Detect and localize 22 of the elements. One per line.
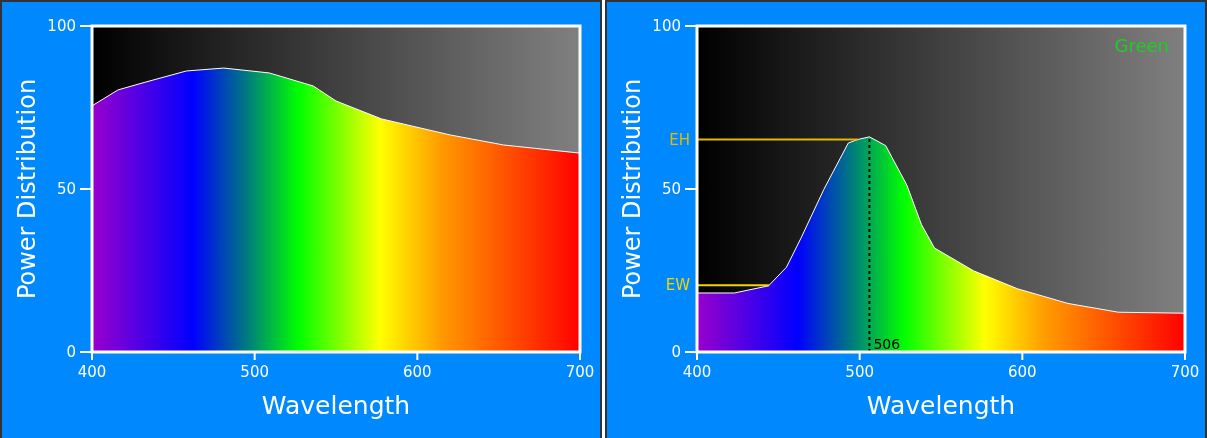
x-axis-title: Wavelength [261,391,411,420]
x-tick-label: 500 [845,363,874,381]
y-tick-label: 0 [66,343,76,362]
x-tick-label: 700 [565,363,595,381]
x-tick-label: 700 [1170,363,1200,381]
ref-line-label: 506 [873,336,901,352]
x-axis-title: Wavelength [866,391,1016,420]
y-tick-label: 0 [671,343,681,362]
ref-line-label: EH [669,130,690,149]
annotation: Green [1114,35,1169,56]
ref-line-label: EW [665,276,691,295]
y-tick-label: 100 [652,17,681,36]
y-axis-title: Power Distribution [13,78,41,300]
y-axis-title: Power Distribution [618,78,646,300]
x-tick-label: 400 [77,363,107,381]
y-tick-label: 50 [661,180,681,199]
y-tick-label: 100 [47,17,76,36]
x-tick-label: 600 [1008,363,1037,381]
y-tick-label: 50 [56,180,76,199]
x-tick-label: 600 [403,363,432,381]
x-tick-label: 400 [682,363,712,381]
x-tick-label: 500 [240,363,269,381]
